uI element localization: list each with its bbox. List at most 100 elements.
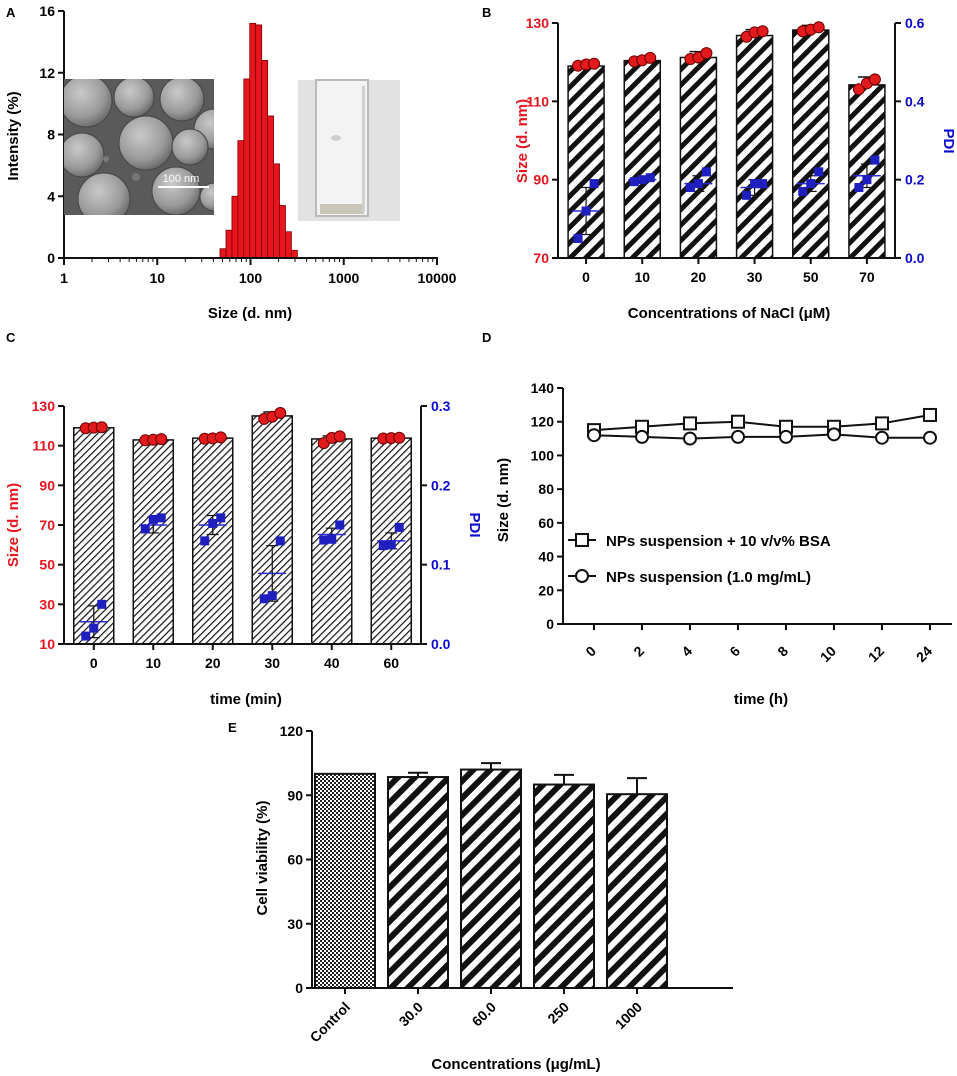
panel-b-ylabel-right: PDI <box>940 128 957 153</box>
panel-e-xlabel: Concentrations (μg/mL) <box>431 1056 600 1073</box>
x-tick-label: 20 <box>205 655 221 671</box>
panel-b-plot: 0 10 20 30 50 70 70 90 110 130 0.0 0.2 0.4 0.6 <box>526 15 925 285</box>
series-line <box>593 413 931 432</box>
panel-b-xlabel: Concentrations of NaCl (μM) <box>628 305 831 322</box>
pdi-point <box>275 536 285 546</box>
y-tick-label: 90 <box>287 787 303 803</box>
x-tick-label: 6 <box>726 643 743 660</box>
x-tick-label: 20 <box>691 269 707 285</box>
histogram-bar <box>261 60 269 259</box>
pdi-point <box>327 534 337 544</box>
x-tick-label: 1000 <box>328 270 359 286</box>
x-tick-label: 10000 <box>418 270 457 286</box>
viability-bar <box>314 772 376 989</box>
data-point-circle <box>587 428 601 443</box>
y-right-tick-label: 0.0 <box>431 636 451 652</box>
y-tick-label: 30 <box>287 916 303 932</box>
viability-bar <box>387 776 449 989</box>
histogram-bar <box>243 78 251 259</box>
panel-e-plot: 0 30 60 90 120 Control 30.0 60.0 250 1000 <box>280 723 733 1045</box>
x-tick-label: 10 <box>145 655 161 671</box>
x-tick-label: 60.0 <box>469 999 500 1030</box>
size-point <box>812 21 825 34</box>
x-tick-label: 30 <box>747 269 763 285</box>
panel-d-ylabel: Size (d. nm) <box>495 458 512 542</box>
data-point-circle <box>875 430 889 445</box>
y-tick-label: 0 <box>47 250 55 266</box>
y-tick-label: 120 <box>531 414 555 430</box>
histogram-bar <box>225 229 233 259</box>
histogram-bar <box>237 140 245 259</box>
legend-marker-square <box>575 533 589 547</box>
pdi-point <box>216 513 226 523</box>
size-point <box>214 431 227 444</box>
histogram-bar <box>285 231 292 259</box>
viability-bar <box>460 768 522 989</box>
panel-label-d: D <box>482 330 491 345</box>
x-tick-label: 0 <box>582 643 599 660</box>
pdi-point <box>156 513 166 523</box>
y-tick-label: 40 <box>538 549 554 565</box>
x-tick-label: 12 <box>865 643 887 665</box>
y-tick-label: 60 <box>538 515 554 531</box>
panel-b: Size (d. nm) PDI Concentrations of NaCl … <box>514 15 957 322</box>
x-tick-label: 30 <box>264 655 280 671</box>
size-point <box>644 51 657 64</box>
y-tick-label: 110 <box>526 93 549 109</box>
series-line <box>593 433 930 440</box>
panel-d: Size (d. nm) time (h) 020406080100120140… <box>495 380 952 708</box>
x-tick-label: 30.0 <box>396 999 427 1030</box>
y-tick-label: 70 <box>533 250 549 266</box>
pdi-point <box>148 514 158 524</box>
x-tick-label: 100 <box>239 270 263 286</box>
y-tick-label: 90 <box>533 172 549 188</box>
data-point-square <box>683 416 697 431</box>
size-point <box>588 57 601 70</box>
size-bar <box>623 59 661 259</box>
y-tick-label: 30 <box>39 596 55 612</box>
pdi-point <box>637 175 647 185</box>
panel-a-histogram <box>219 22 298 259</box>
histogram-bar <box>279 205 286 259</box>
x-tick-label: 0 <box>582 269 590 285</box>
pdi-point <box>378 541 388 551</box>
pdi-point <box>798 186 808 196</box>
x-tick-label: 2 <box>630 643 647 660</box>
pdi-point <box>629 177 639 187</box>
size-bar <box>251 415 293 645</box>
panel-c-ylabel: Size (d. nm) <box>5 483 22 567</box>
pdi-point <box>645 173 655 183</box>
panel-b-ylabel: Size (d. nm) <box>514 99 531 183</box>
pdi-point <box>870 155 880 165</box>
size-bar <box>679 56 718 259</box>
y-tick-label: 8 <box>47 127 55 143</box>
y-tick-label: 12 <box>39 65 55 81</box>
size-bar <box>132 439 174 645</box>
panel-label-c: C <box>6 330 16 345</box>
y-tick-label: 60 <box>287 852 303 868</box>
x-tick-label: 1 <box>60 270 68 286</box>
data-point-circle <box>827 427 841 442</box>
x-tick-label: 60 <box>383 655 399 671</box>
x-tick-label: 50 <box>803 269 819 285</box>
y-right-tick-label: 0.1 <box>431 557 451 573</box>
pdi-point <box>806 179 816 189</box>
size-point <box>852 83 865 96</box>
size-bar <box>735 34 774 259</box>
pdi-point <box>267 591 277 601</box>
cuvette-photo <box>298 79 400 221</box>
pdi-point <box>589 179 599 189</box>
data-point-square <box>923 407 937 422</box>
y-tick-label: 0 <box>546 616 554 632</box>
panel-label-b: B <box>482 5 491 20</box>
pdi-point <box>200 536 210 546</box>
data-point-circle <box>731 429 745 444</box>
pdi-point <box>581 206 591 216</box>
y-tick-label: 120 <box>280 723 304 739</box>
y-tick-label: 90 <box>39 477 55 493</box>
data-point-square <box>731 414 745 429</box>
x-tick-label: 250 <box>544 999 572 1027</box>
panel-d-xlabel: time (h) <box>734 691 788 708</box>
